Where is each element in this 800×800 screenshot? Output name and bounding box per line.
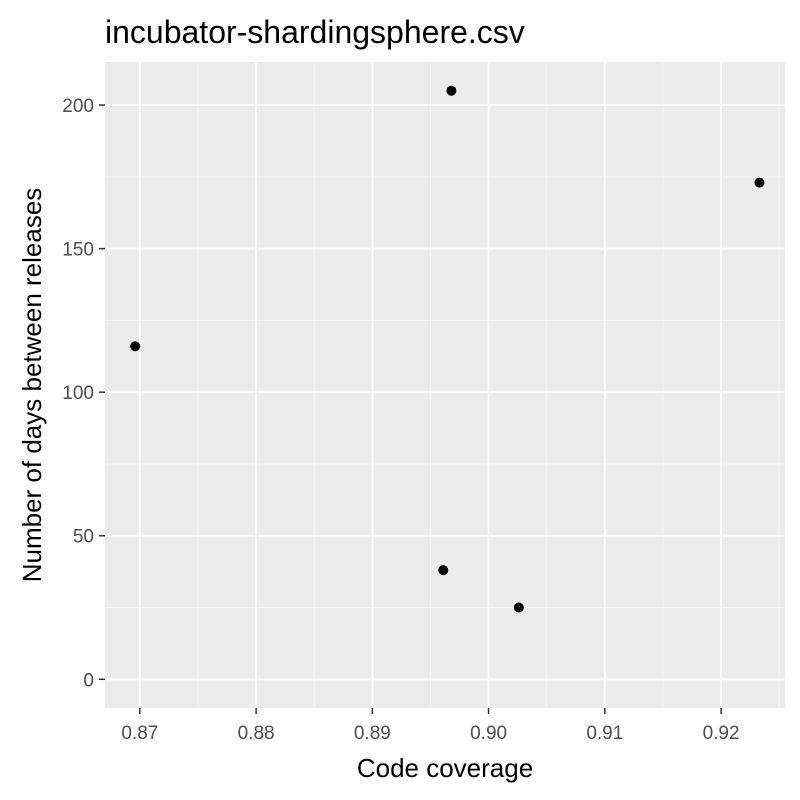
plot-panel — [105, 62, 785, 708]
chart-title: incubator-shardingsphere.csv — [105, 14, 525, 50]
data-points — [130, 85, 765, 613]
y-tick-label: 100 — [62, 383, 94, 404]
data-point — [446, 85, 457, 96]
major-gridlines — [105, 62, 785, 708]
data-point — [438, 565, 449, 576]
x-axis-title: Code coverage — [357, 753, 533, 783]
y-tick-label: 150 — [62, 240, 94, 261]
data-point — [754, 177, 765, 188]
y-tick-label: 0 — [83, 670, 94, 691]
tick-labels: 0.87 0.88 0.89 0.90 0.91 0.92 0 50 100 150 200 — [62, 96, 739, 744]
x-tick-label: 0.88 — [238, 723, 275, 744]
data-point — [130, 341, 141, 352]
minor-gridlines — [105, 62, 785, 708]
x-tick-label: 0.91 — [586, 723, 623, 744]
y-tick-label: 200 — [62, 96, 94, 117]
x-tick-label: 0.92 — [703, 723, 740, 744]
x-tick-label: 0.90 — [470, 723, 507, 744]
y-axis-title: Number of days between releases — [17, 188, 47, 583]
x-tick-label: 0.89 — [354, 723, 391, 744]
x-tick-label: 0.87 — [121, 723, 158, 744]
y-tick-label: 50 — [73, 527, 94, 548]
data-point — [513, 602, 524, 613]
axis-ticks — [99, 104, 722, 714]
